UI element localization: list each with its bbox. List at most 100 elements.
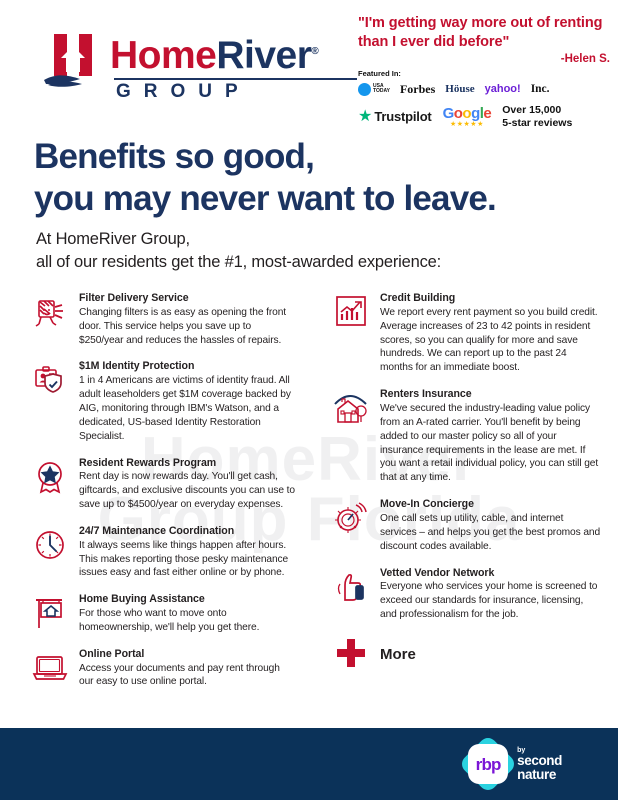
testimonial-attribution: -Helen S. xyxy=(560,53,610,66)
benefit-body: Renters Insurance We've secured the indu… xyxy=(380,388,602,485)
benefits-columns: Filter Delivery Service Changing filters… xyxy=(0,292,618,702)
google-logo: Google ★★★★★ xyxy=(443,106,492,128)
benefit-item: $1M Identity Protection 1 in 4 Americans… xyxy=(30,360,295,443)
benefit-title: Renters Insurance xyxy=(380,388,472,401)
inc-logo: Inc. xyxy=(530,83,550,96)
logo-group-text: GROUP xyxy=(116,81,251,102)
benefit-title: Filter Delivery Service xyxy=(79,292,189,304)
headline-line-1: Benefits so good, xyxy=(34,137,315,176)
benefit-description: 1 in 4 Americans are victims of identity… xyxy=(79,375,291,442)
alarm-bell-icon xyxy=(331,498,371,538)
identity-shield-icon xyxy=(30,360,70,400)
usa-today-dot-icon xyxy=(358,82,371,96)
review-count-line-1: Over 15,000 xyxy=(502,104,562,117)
ratings-row: ★ Trustpilot Google ★★★★★ Over 15,000 5-… xyxy=(358,104,610,129)
benefit-item: Credit Building We report every rent pay… xyxy=(331,292,602,375)
benefit-item: 24/7 Maintenance Coordination It always … xyxy=(30,525,295,580)
house-logo: Höuse xyxy=(445,83,475,96)
subhead-line-2: all of our residents get the #1, most-aw… xyxy=(36,253,441,272)
benefit-description: Access your documents and pay rent throu… xyxy=(79,662,280,688)
usa-today-bottom: TODAY xyxy=(373,88,390,95)
benefit-title: Move-In Concierge xyxy=(380,498,474,511)
award-ribbon-icon xyxy=(30,457,70,497)
rbp-second-nature-logo[interactable]: rbp by second nature xyxy=(458,734,562,794)
benefit-description: Changing filters is as easy as opening t… xyxy=(79,306,286,346)
plus-icon xyxy=(331,635,371,675)
homeriver-logo[interactable]: HomeRiver® GROUP xyxy=(42,30,357,103)
usa-today-top: USA xyxy=(373,83,384,89)
testimonial-block: "I'm getting way more out of renting tha… xyxy=(358,14,610,129)
testimonial-quote: "I'm getting way more out of renting tha… xyxy=(358,15,603,51)
yahoo-logo: yahoo! xyxy=(484,83,521,96)
headline-line-2: you may never want to leave. xyxy=(34,178,497,218)
second-nature-wordmark: by second nature xyxy=(517,747,562,782)
second-nature-line-1: second xyxy=(517,752,562,768)
benefit-body: More xyxy=(380,646,602,663)
review-count-line-2: 5-star reviews xyxy=(502,116,573,129)
homeriver-house-icon xyxy=(42,30,104,92)
more-label: More xyxy=(380,646,416,664)
benefit-description: It always seems like things happen after… xyxy=(79,539,289,579)
rbp-square-shape xyxy=(468,744,509,784)
subhead-line-1: At HomeRiver Group, xyxy=(36,230,190,248)
page-title: Benefits so good, you may never want to … xyxy=(34,136,497,219)
home-sign-icon xyxy=(30,593,70,633)
filter-delivery-icon xyxy=(30,292,70,332)
trustpilot-logo: ★ Trustpilot xyxy=(358,107,432,125)
benefit-body: $1M Identity Protection 1 in 4 Americans… xyxy=(79,360,295,443)
logo-river-text: River xyxy=(216,34,312,77)
benefits-column-right: Credit Building We report every rent pay… xyxy=(309,292,618,702)
benefit-item: Filter Delivery Service Changing filters… xyxy=(30,292,295,347)
benefit-body: Move-In Concierge One call sets up utili… xyxy=(380,498,602,553)
benefit-description: For those who want to move onto homeowne… xyxy=(79,608,260,633)
logo-text-line: HomeRiver® xyxy=(110,36,357,75)
credit-chart-icon xyxy=(331,292,371,332)
benefit-description: One call sets up utility, cable, and int… xyxy=(380,512,601,552)
benefit-title: Home Buying Assistance xyxy=(79,593,205,606)
logo-home-text: Home xyxy=(110,34,217,77)
header: HomeRiver® GROUP "I'm getting way more o… xyxy=(0,0,618,138)
benefit-body: 24/7 Maintenance Coordination It always … xyxy=(79,525,295,580)
benefit-body: Resident Rewards Program Rent day is now… xyxy=(79,457,295,512)
clock-icon xyxy=(30,525,70,565)
page-subtitle: At HomeRiver Group, all of our residents… xyxy=(36,228,441,275)
forbes-logo: Forbes xyxy=(399,81,436,96)
homeriver-wordmark: HomeRiver® GROUP xyxy=(110,30,357,103)
benefit-item: Vetted Vendor Network Everyone who servi… xyxy=(331,567,602,622)
benefit-item: Resident Rewards Program Rent day is now… xyxy=(30,457,295,512)
logo-divider xyxy=(114,78,357,80)
benefit-title: Credit Building xyxy=(380,292,456,304)
benefit-body: Online Portal Access your documents and … xyxy=(79,648,295,690)
benefit-title: Vetted Vendor Network xyxy=(380,566,495,579)
benefit-title: 24/7 Maintenance Coordination xyxy=(79,524,235,537)
benefit-description: Rent day is now rewards day. You'll get … xyxy=(79,471,295,511)
usa-today-logo: USA TODAY xyxy=(358,82,390,96)
benefits-column-left: Filter Delivery Service Changing filters… xyxy=(0,292,309,702)
benefit-body: Vetted Vendor Network Everyone who servi… xyxy=(380,567,602,622)
house-umbrella-icon xyxy=(331,388,371,428)
benefit-description: Everyone who services your home is scree… xyxy=(380,581,598,621)
benefit-body: Home Buying Assistance For those who wan… xyxy=(79,593,295,635)
benefit-item: Move-In Concierge One call sets up utili… xyxy=(331,498,602,553)
benefit-body: Credit Building We report every rent pay… xyxy=(380,292,602,375)
trustpilot-label: Trustpilot xyxy=(374,109,432,125)
benefit-title: Online Portal xyxy=(79,647,145,660)
benefit-description: We've secured the industry-leading value… xyxy=(380,402,599,484)
benefit-title: $1M Identity Protection xyxy=(79,360,195,373)
registered-mark-icon: ® xyxy=(311,46,319,57)
footer-bar: rbp by second nature xyxy=(0,728,618,800)
second-nature-by: by xyxy=(517,746,526,754)
google-stars-icon: ★★★★★ xyxy=(449,120,484,128)
benefit-title: Resident Rewards Program xyxy=(79,456,217,469)
second-nature-line-2: nature xyxy=(517,766,556,782)
usa-today-text: USA TODAY xyxy=(373,83,390,95)
thumbs-up-icon xyxy=(331,567,371,607)
benefit-item-more[interactable]: More xyxy=(331,635,602,675)
benefit-body: Filter Delivery Service Changing filters… xyxy=(79,292,295,347)
benefit-item: Online Portal Access your documents and … xyxy=(30,648,295,690)
rbp-text: rbp xyxy=(475,754,502,774)
laptop-icon xyxy=(30,648,70,688)
press-logos-row: USA TODAY Forbes Höuse yahoo! Inc. xyxy=(358,81,610,97)
trustpilot-star-icon: ★ xyxy=(358,107,373,125)
